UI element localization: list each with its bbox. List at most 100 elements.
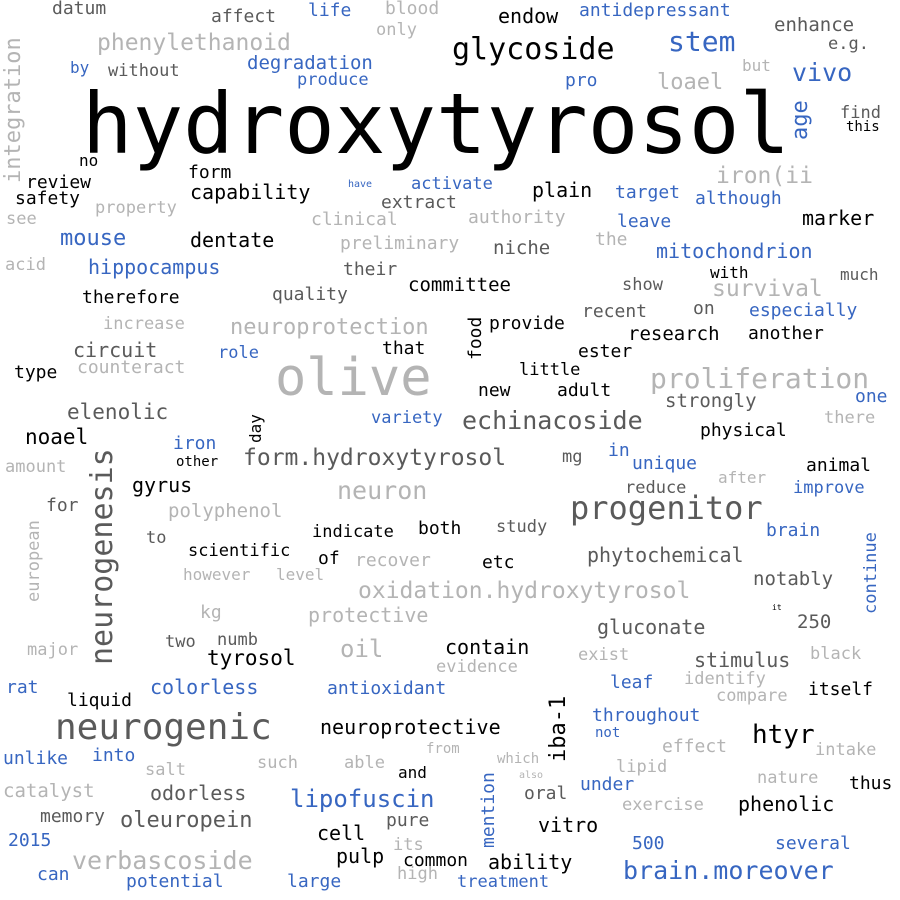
cloud-word: form.hydroxytyrosol <box>243 445 507 471</box>
cloud-word: therefore <box>82 287 180 308</box>
cloud-word: cell <box>317 821 366 845</box>
cloud-word: phenolic <box>738 792 835 816</box>
cloud-word: etc <box>482 552 515 573</box>
cloud-word: iron(ii <box>716 163 813 189</box>
cloud-word: antioxidant <box>327 678 447 699</box>
cloud-word: review <box>26 172 92 193</box>
cloud-word: lipid <box>616 757 668 777</box>
cloud-word: preliminary <box>340 233 460 254</box>
cloud-word: other <box>176 454 219 470</box>
cloud-word: verbascoside <box>72 846 253 875</box>
cloud-word: salt <box>145 760 186 780</box>
cloud-word: plain <box>532 178 593 202</box>
cloud-word: mention <box>478 772 499 848</box>
cloud-word: antidepressant <box>579 0 731 21</box>
cloud-word: not <box>595 725 621 741</box>
cloud-word: activate <box>411 174 493 194</box>
cloud-word: two <box>165 632 196 652</box>
cloud-word: olive <box>275 348 432 408</box>
cloud-word: it <box>772 603 782 612</box>
cloud-word: but <box>742 56 771 75</box>
cloud-word: food <box>465 316 486 360</box>
cloud-word: extract <box>381 192 457 213</box>
cloud-word: datum <box>52 0 107 19</box>
cloud-word: blood <box>385 0 440 19</box>
cloud-word: polyphenol <box>168 500 283 522</box>
cloud-word: protective <box>308 603 429 627</box>
cloud-word: target <box>615 182 681 203</box>
cloud-word: for <box>46 495 79 516</box>
cloud-word: stem <box>668 25 736 58</box>
cloud-word: after <box>718 468 767 487</box>
cloud-word: recover <box>355 550 431 571</box>
cloud-word: throughout <box>592 705 701 726</box>
cloud-word: kg <box>200 602 222 623</box>
cloud-word: endow <box>498 4 559 28</box>
cloud-word: the <box>595 229 628 250</box>
cloud-word: adult <box>557 380 612 401</box>
cloud-word: loael <box>657 70 724 95</box>
cloud-word: affect <box>211 6 277 27</box>
cloud-word: gyrus <box>132 473 193 497</box>
cloud-word: iba-1 <box>546 695 571 762</box>
cloud-word: can <box>37 864 70 885</box>
cloud-word: oleuropein <box>120 808 253 833</box>
cloud-word: safety <box>15 188 81 209</box>
cloud-word: itself <box>808 679 874 700</box>
cloud-word: ability <box>488 850 573 874</box>
cloud-word: reduce <box>625 478 687 498</box>
cloud-word: major <box>27 640 79 660</box>
cloud-word: pulp <box>336 844 385 868</box>
cloud-word: common <box>403 850 469 871</box>
cloud-word: no <box>79 151 99 170</box>
cloud-word: property <box>95 198 177 218</box>
cloud-word: neuroprotection <box>230 315 429 340</box>
cloud-word: tyrosol <box>207 646 296 670</box>
cloud-word: their <box>343 259 398 280</box>
cloud-word: rat <box>6 677 39 698</box>
cloud-word: potential <box>126 871 224 892</box>
cloud-word: on <box>693 298 715 319</box>
cloud-word: with <box>710 263 749 282</box>
cloud-word: vitro <box>538 813 599 837</box>
cloud-word: increase <box>103 314 185 334</box>
cloud-word: numb <box>217 630 258 650</box>
cloud-word: animal <box>806 455 872 476</box>
cloud-word: which <box>497 751 540 767</box>
cloud-word: neuroprotective <box>320 715 501 739</box>
cloud-word: counteract <box>77 357 186 378</box>
cloud-word: unlike <box>3 748 69 769</box>
cloud-word: its <box>393 835 424 855</box>
cloud-word: large <box>287 871 342 892</box>
cloud-word: ester <box>578 341 633 362</box>
cloud-word: exist <box>578 645 630 665</box>
cloud-word: glycoside <box>452 32 615 67</box>
cloud-word: degradation <box>247 52 373 74</box>
cloud-word: acid <box>5 255 46 275</box>
cloud-word: type <box>14 362 58 383</box>
cloud-word: phenylethanoid <box>97 30 291 56</box>
cloud-word: neurogenic <box>55 707 272 748</box>
cloud-word: mg <box>562 447 583 467</box>
cloud-word: age <box>788 100 813 140</box>
cloud-word: produce <box>297 70 369 90</box>
cloud-word: that <box>382 338 426 359</box>
cloud-word: elenolic <box>67 400 169 424</box>
cloud-word: another <box>748 323 824 344</box>
cloud-word: mitochondrion <box>656 239 813 263</box>
cloud-word: echinacoside <box>462 406 643 435</box>
cloud-word: hippocampus <box>88 255 221 279</box>
cloud-word: intake <box>815 740 877 760</box>
cloud-word: gluconate <box>597 615 706 639</box>
cloud-word: capability <box>190 180 311 204</box>
cloud-word: iron <box>173 433 217 454</box>
cloud-word: also <box>519 770 544 781</box>
cloud-word: leave <box>617 211 672 232</box>
cloud-word: thus <box>849 773 893 794</box>
cloud-word: high <box>397 864 438 884</box>
cloud-word: lipofuscin <box>290 785 435 813</box>
cloud-word: able <box>344 753 385 773</box>
cloud-word: level <box>276 565 325 584</box>
cloud-word: into <box>92 745 136 766</box>
